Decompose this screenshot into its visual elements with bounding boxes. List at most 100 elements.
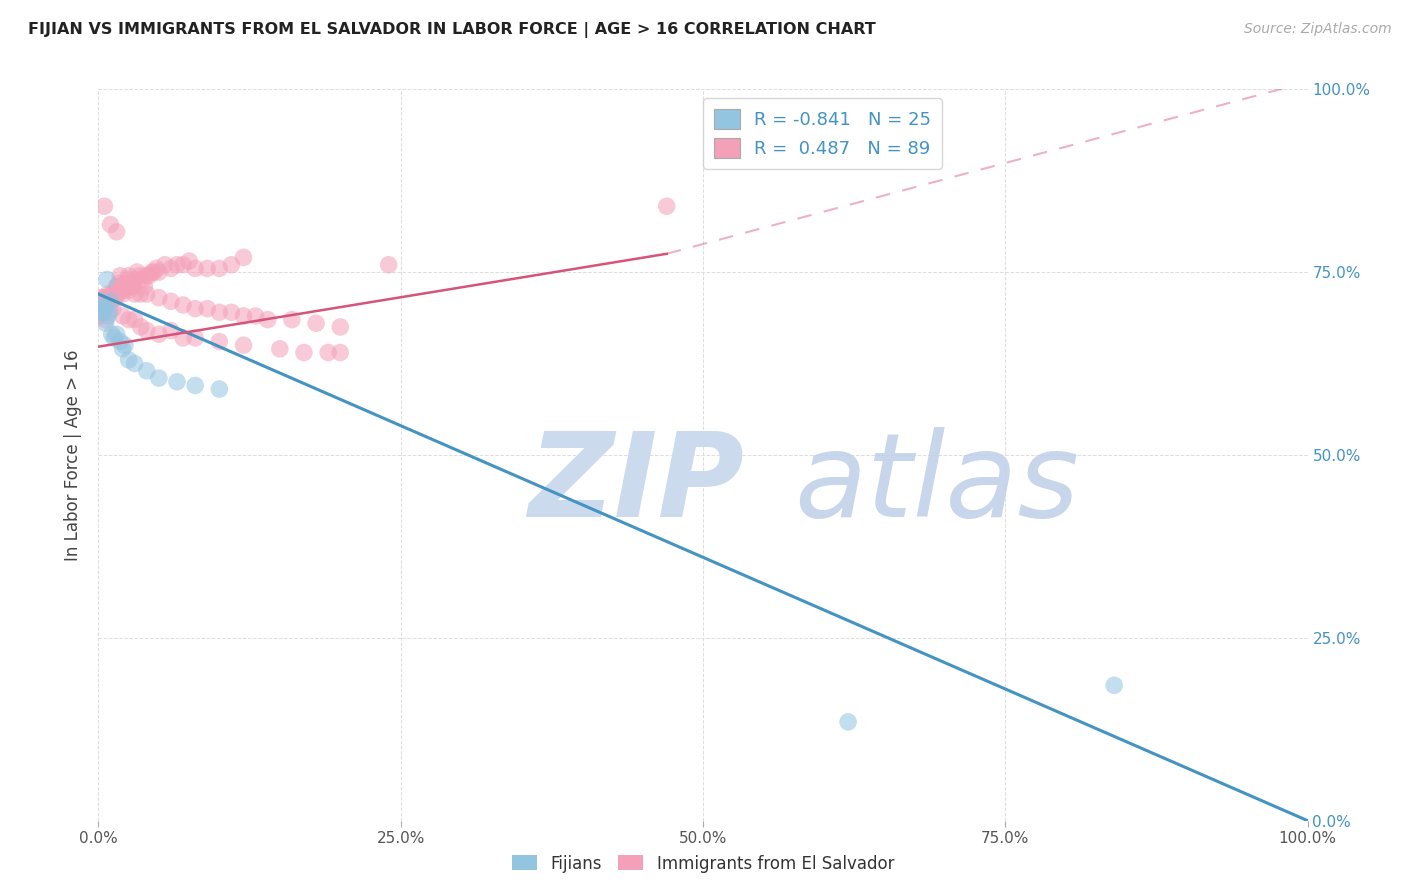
Point	[329, 345, 352, 359]
Point	[172, 331, 194, 345]
Point	[172, 258, 194, 272]
Text: ZIP: ZIP	[527, 426, 744, 541]
Point	[135, 324, 157, 338]
Point	[104, 291, 127, 305]
Point	[120, 279, 142, 293]
Point	[111, 287, 134, 301]
Point	[101, 301, 124, 316]
Point	[143, 265, 166, 279]
Point	[245, 309, 267, 323]
Point	[100, 298, 122, 312]
Point	[121, 276, 143, 290]
Point	[128, 268, 150, 283]
Point	[269, 342, 291, 356]
Point	[129, 320, 152, 334]
Point	[93, 199, 115, 213]
Point	[115, 276, 138, 290]
Point	[281, 312, 304, 326]
Point	[96, 291, 118, 305]
Point	[118, 284, 141, 298]
Point	[103, 287, 125, 301]
Point	[316, 345, 339, 359]
Legend: Fijians, Immigrants from El Salvador: Fijians, Immigrants from El Salvador	[505, 848, 901, 880]
Point	[97, 287, 120, 301]
Point	[89, 309, 111, 323]
Point	[135, 287, 157, 301]
Point	[184, 261, 207, 276]
Point	[100, 327, 122, 342]
Point	[837, 714, 859, 729]
Point	[160, 294, 183, 309]
Point	[256, 312, 278, 326]
Point	[108, 276, 131, 290]
Point	[160, 261, 183, 276]
Point	[166, 375, 188, 389]
Point	[166, 258, 188, 272]
Point	[89, 301, 111, 316]
Point	[118, 352, 141, 367]
Y-axis label: In Labor Force | Age > 16: In Labor Force | Age > 16	[65, 349, 83, 561]
Point	[100, 218, 122, 232]
Point	[305, 316, 328, 330]
Point	[160, 324, 183, 338]
Point	[110, 279, 132, 293]
Point	[135, 364, 157, 378]
Point	[105, 279, 128, 293]
Point	[122, 279, 145, 293]
Point	[108, 334, 131, 349]
Point	[118, 279, 141, 293]
Point	[208, 305, 231, 319]
Point	[112, 279, 135, 293]
Point	[100, 287, 122, 301]
Point	[93, 301, 115, 316]
Point	[107, 287, 129, 301]
Point	[221, 258, 243, 272]
Point	[105, 327, 128, 342]
Point	[105, 225, 128, 239]
Point	[377, 258, 399, 272]
Point	[208, 334, 231, 349]
Point	[98, 294, 121, 309]
Point	[111, 284, 134, 298]
Point	[91, 305, 114, 319]
Point	[148, 371, 170, 385]
Point	[100, 294, 122, 309]
Point	[124, 312, 146, 326]
Point	[124, 356, 146, 371]
Point	[111, 309, 134, 323]
Point	[208, 261, 231, 276]
Point	[108, 268, 131, 283]
Point	[129, 287, 152, 301]
Legend: R = -0.841   N = 25, R =  0.487   N = 89: R = -0.841 N = 25, R = 0.487 N = 89	[703, 98, 942, 169]
Point	[134, 279, 156, 293]
Point	[195, 301, 218, 316]
Point	[98, 305, 121, 319]
Point	[184, 378, 207, 392]
Point	[141, 265, 163, 279]
Point	[90, 291, 112, 305]
Point	[90, 294, 112, 309]
Point	[94, 312, 117, 326]
Point	[232, 309, 254, 323]
Point	[114, 338, 136, 352]
Point	[114, 279, 136, 293]
Text: atlas: atlas	[793, 427, 1078, 541]
Point	[135, 268, 157, 283]
Point	[1102, 678, 1125, 692]
Point	[208, 382, 231, 396]
Point	[124, 272, 146, 286]
Point	[655, 199, 678, 213]
Point	[117, 272, 139, 286]
Point	[232, 338, 254, 352]
Point	[111, 342, 134, 356]
Point	[93, 291, 115, 305]
Point	[105, 279, 128, 293]
Point	[91, 301, 114, 316]
Point	[127, 265, 149, 279]
Point	[184, 331, 207, 345]
Point	[148, 291, 170, 305]
Text: FIJIAN VS IMMIGRANTS FROM EL SALVADOR IN LABOR FORCE | AGE > 16 CORRELATION CHAR: FIJIAN VS IMMIGRANTS FROM EL SALVADOR IN…	[28, 22, 876, 38]
Text: Source: ZipAtlas.com: Source: ZipAtlas.com	[1244, 22, 1392, 37]
Point	[131, 272, 153, 286]
Point	[97, 309, 120, 323]
